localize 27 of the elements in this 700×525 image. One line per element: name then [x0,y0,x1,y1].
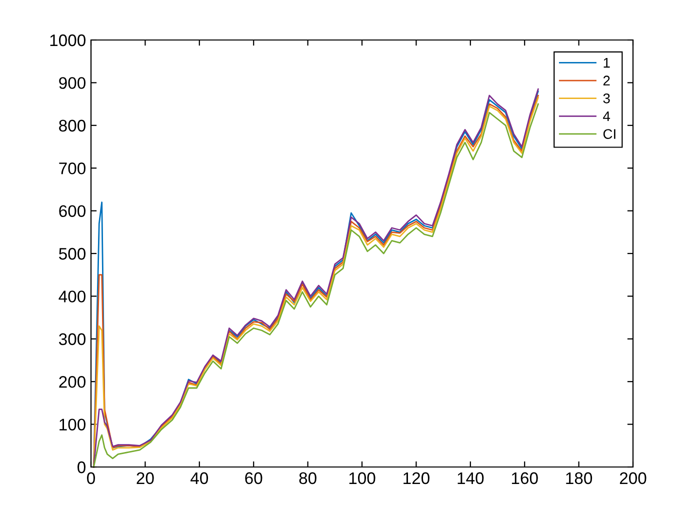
legend-label: 4 [603,111,610,121]
y-tick-label: 0 [78,461,86,474]
legend-label: 2 [603,76,610,86]
x-tick-label: 100 [349,472,376,484]
y-tick-label: 600 [59,205,86,218]
legend-label: CI [603,129,616,139]
x-tick-label: 120 [404,472,430,484]
x-tick-label: 80 [299,472,316,484]
y-tick-label: 900 [59,77,86,89]
y-tick-label: 700 [59,162,86,174]
y-tick-label: 300 [58,333,86,346]
x-tick-label: 20 [136,472,154,484]
y-tick-label: 100 [60,418,86,431]
x-tick-label: 40 [190,472,208,484]
x-tick-label: 200 [620,472,646,484]
y-tick-label: 1000 [50,34,86,46]
x-tick-label: 180 [566,472,592,484]
legend-label: 1 [604,58,610,68]
y-tick-label: 500 [59,248,86,260]
x-tick-label: 60 [245,472,262,484]
y-tick-label: 200 [59,376,86,388]
x-tick-label: 140 [458,472,484,484]
x-tick-label: 160 [512,472,538,484]
y-tick-label: 400 [58,290,86,302]
y-tick-label: 800 [59,120,86,132]
x-tick-label: 0 [87,472,95,484]
legend-label: 3 [603,93,610,104]
